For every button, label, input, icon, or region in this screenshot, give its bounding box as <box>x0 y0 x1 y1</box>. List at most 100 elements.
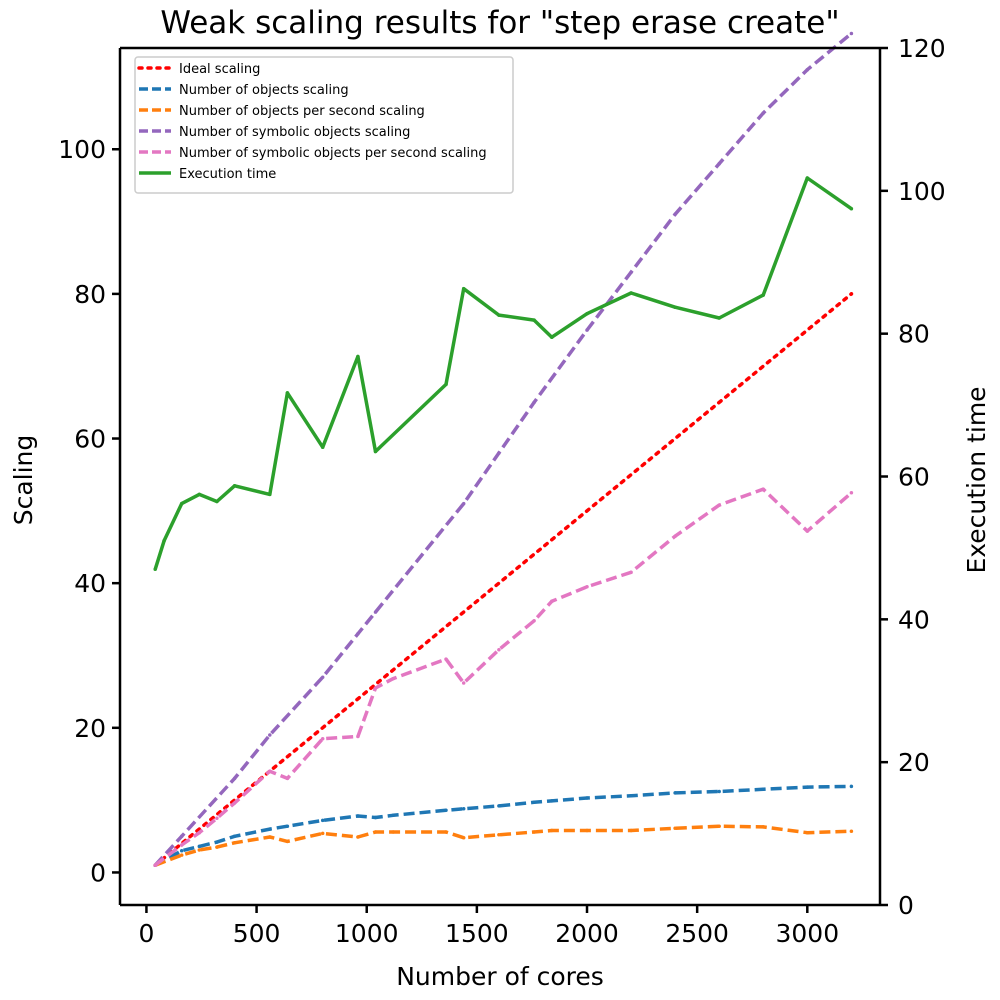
y-tick-label: 40 <box>74 569 106 598</box>
series-line <box>154 487 853 867</box>
legend-frame <box>134 56 514 194</box>
data-point <box>761 825 765 829</box>
y-axis-title: Scaling <box>9 435 38 526</box>
data-point <box>285 391 290 395</box>
x-tick-label: 500 <box>233 919 281 948</box>
data-point <box>444 382 448 387</box>
data-point <box>461 681 466 685</box>
data-point <box>761 787 765 792</box>
data-point <box>373 610 378 614</box>
data-point <box>585 585 589 589</box>
data-point <box>532 619 536 623</box>
data-point <box>391 676 395 681</box>
x-tick-label: 1000 <box>335 919 399 948</box>
x-tick-label: 2500 <box>665 919 729 948</box>
data-point <box>179 843 184 847</box>
data-point <box>179 849 184 853</box>
data-point <box>717 789 721 794</box>
series-layer <box>153 31 854 867</box>
data-point <box>849 31 854 36</box>
legend-item: Number of symbolic objects scaling <box>139 125 410 140</box>
data-point <box>356 354 360 359</box>
data-point <box>268 492 272 497</box>
data-point <box>673 534 677 538</box>
data-point <box>215 845 219 849</box>
x-tick-label: 3000 <box>775 919 839 948</box>
data-point <box>285 776 290 781</box>
data-point <box>629 828 633 833</box>
x-tick-label: 2000 <box>555 919 619 948</box>
data-point <box>629 270 633 274</box>
data-point <box>232 834 237 839</box>
data-point <box>179 853 184 857</box>
data-point <box>673 826 677 831</box>
data-point <box>320 831 325 836</box>
data-point <box>629 291 633 295</box>
data-point <box>356 734 360 739</box>
data-point <box>550 599 554 604</box>
data-point <box>356 814 360 818</box>
data-point <box>585 311 589 316</box>
data-point <box>232 776 237 781</box>
data-point <box>673 791 677 795</box>
data-point <box>444 830 448 834</box>
legend-item: Number of symbolic objects per second sc… <box>139 146 487 161</box>
data-point <box>497 313 501 317</box>
data-point <box>162 539 166 543</box>
data-point <box>585 328 589 332</box>
data-point <box>717 503 721 507</box>
data-point <box>805 67 810 72</box>
series-2 <box>153 824 854 867</box>
data-point <box>761 111 765 115</box>
data-point <box>717 161 721 166</box>
data-point <box>497 804 501 808</box>
data-point <box>320 445 325 449</box>
data-point <box>320 818 325 823</box>
data-point <box>805 529 810 533</box>
data-point <box>232 841 237 845</box>
data-point <box>497 647 501 652</box>
data-point <box>285 839 290 844</box>
data-point <box>197 492 202 497</box>
legend-item: Ideal scaling <box>137 62 260 77</box>
y-tick-label: 60 <box>74 425 106 454</box>
data-point <box>285 824 290 828</box>
data-point <box>461 807 466 811</box>
legend-label: Number of symbolic objects per second sc… <box>179 146 487 161</box>
data-point <box>373 830 378 834</box>
data-point <box>391 813 395 818</box>
data-point <box>215 816 219 820</box>
y-tick-label: 0 <box>90 858 106 887</box>
legend-label: Execution time <box>179 167 276 182</box>
data-point <box>550 828 554 833</box>
legend-label: Ideal scaling <box>179 62 260 77</box>
data-point <box>673 212 677 217</box>
chart-title: Weak scaling results for "step erase cre… <box>160 5 839 41</box>
data-point <box>461 835 466 840</box>
y2-tick-label: 40 <box>898 605 930 634</box>
data-point <box>849 292 854 296</box>
data-point <box>761 487 765 491</box>
series-5 <box>153 176 854 572</box>
data-point <box>373 686 378 690</box>
data-point <box>197 848 202 852</box>
data-point <box>232 801 237 805</box>
data-point <box>153 567 157 572</box>
data-point <box>356 632 360 636</box>
y2-tick-label: 0 <box>898 891 914 920</box>
data-point <box>197 844 202 849</box>
legend-item: Execution time <box>139 167 276 182</box>
y2-axis-title: Execution time <box>962 386 991 573</box>
data-point <box>268 733 272 737</box>
legend-item: Number of objects per second scaling <box>139 104 425 119</box>
data-point <box>532 400 536 405</box>
legend-item: Number of objects scaling <box>139 83 349 98</box>
data-point <box>461 286 466 291</box>
data-point <box>585 796 589 800</box>
data-point <box>497 451 501 455</box>
data-point <box>268 835 272 839</box>
data-point <box>197 830 202 835</box>
data-point <box>461 501 466 506</box>
axes-layer: 0 500 1000 1500 2000 2500 30000204060801000204… <box>58 34 945 948</box>
